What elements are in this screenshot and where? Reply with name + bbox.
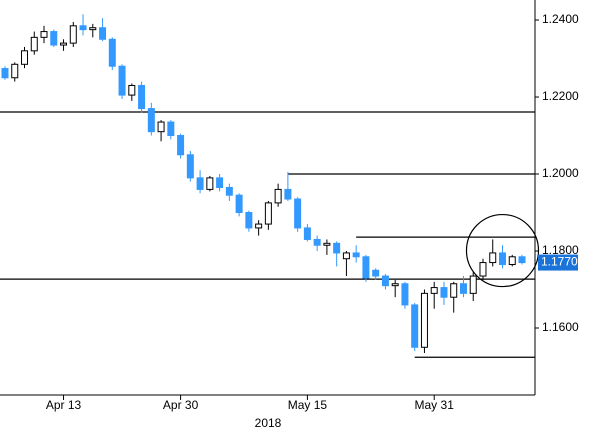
candle-body [313, 238, 321, 246]
candle-body [40, 31, 48, 38]
x-tick-label: Apr 13 [46, 398, 82, 412]
candle-body [401, 283, 409, 306]
candle-body [469, 275, 477, 294]
candle-body [518, 256, 526, 264]
candle-body [128, 84, 136, 96]
y-tick-label: 1.1600 [542, 320, 579, 334]
candle-body [420, 292, 428, 348]
candle-body [411, 304, 419, 348]
candle-body [450, 283, 458, 298]
candle-body [362, 256, 370, 279]
candle-body [323, 242, 331, 246]
candle-body [372, 269, 380, 277]
candle-body [459, 283, 467, 294]
candle-body [138, 84, 146, 110]
x-tick-label: May 31 [415, 398, 455, 412]
candle-body [118, 65, 126, 96]
last-price-label: 1.1770 [541, 255, 578, 269]
x-tick-label: May 15 [288, 398, 328, 412]
candle-body [99, 27, 107, 40]
candle-body [508, 256, 516, 265]
candle-body [79, 25, 87, 31]
candle-body [381, 275, 389, 287]
candle-body [89, 27, 97, 31]
candle-body [216, 177, 224, 188]
y-tick-label: 1.2200 [542, 89, 579, 103]
candle-body [303, 227, 311, 240]
candle-body [255, 223, 263, 229]
candle-body [30, 36, 38, 52]
y-tick-label: 1.1800 [542, 243, 579, 257]
candle-body [489, 252, 497, 264]
candle-body [440, 287, 448, 298]
candle-body [391, 283, 399, 287]
candle-body [498, 252, 506, 265]
y-tick-label: 1.2400 [542, 12, 579, 26]
annotation-circle [465, 213, 540, 288]
candle-body [342, 252, 350, 260]
candle-body [50, 31, 58, 46]
candle-body [167, 121, 175, 137]
last-price-box [538, 254, 578, 271]
candle-body [177, 135, 185, 156]
candle-body [225, 186, 233, 196]
x-tick-label: Apr 30 [163, 398, 199, 412]
candle-body [430, 287, 438, 294]
candle-body [479, 262, 487, 277]
x-sublabel: 2018 [255, 416, 282, 430]
y-tick-label: 1.2000 [542, 166, 579, 180]
candle-body [60, 42, 68, 46]
candle-body [147, 108, 155, 133]
candle-body [333, 242, 341, 254]
candle-body [11, 63, 19, 79]
candle-body [264, 202, 272, 225]
candle-body [274, 188, 282, 204]
candle-body [245, 212, 253, 229]
candle-body [235, 194, 243, 214]
candle-body [352, 252, 360, 258]
candle-body [157, 121, 165, 133]
candle-body [69, 25, 77, 44]
candle-body [206, 177, 214, 190]
candle-body [21, 50, 29, 65]
candle-body [284, 188, 292, 200]
candle-body [1, 68, 9, 79]
candle-body [196, 177, 204, 190]
candle-body [186, 154, 194, 179]
candle-body [294, 198, 302, 229]
candle-body [108, 38, 116, 67]
